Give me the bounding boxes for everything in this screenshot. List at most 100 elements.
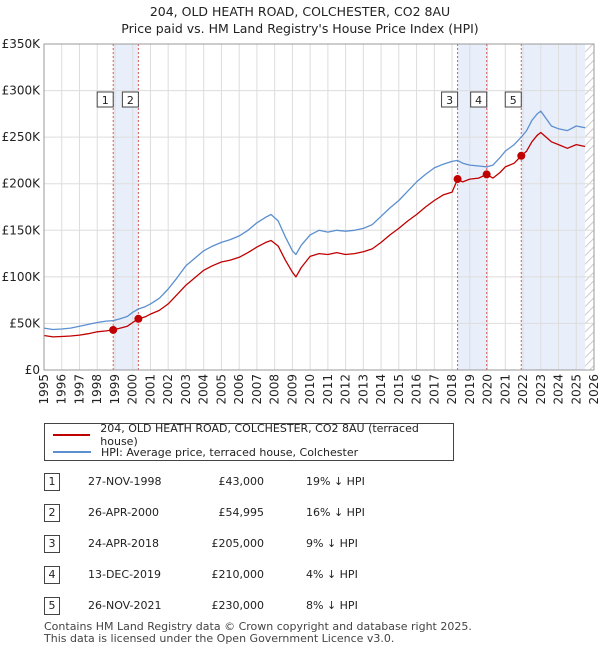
legend-swatch-hpi (53, 451, 91, 453)
shaded-period (521, 44, 586, 370)
sale-hpi-diff: 4% ↓ HPI (306, 568, 358, 581)
x-tick-label: 2008 (268, 374, 282, 405)
sale-point (453, 175, 462, 184)
sale-marker-number: 2 (127, 94, 134, 107)
x-tick-label: 2009 (285, 374, 299, 405)
x-tick-label: 2012 (339, 374, 353, 405)
sale-row: 4 13-DEC-2019 £210,000 4% ↓ HPI (44, 566, 444, 586)
plot-frame (43, 43, 595, 371)
sale-marker-number: 4 (475, 94, 482, 107)
y-tick-label: £350K (2, 37, 42, 51)
sale-row: 5 26-NOV-2021 £230,000 8% ↓ HPI (44, 597, 444, 617)
x-tick-label: 2024 (552, 374, 566, 405)
sale-marker-box (121, 91, 139, 108)
sale-marker-number: 1 (102, 94, 109, 107)
sale-marker-box (504, 91, 522, 108)
sale-marker-number: 3 (446, 94, 453, 107)
legend-label-hpi: HPI: Average price, terraced house, Colc… (101, 445, 359, 459)
sale-marker-label: 3 (441, 91, 459, 108)
x-tick-label: 2021 (498, 374, 512, 405)
sale-hpi-diff: 19% ↓ HPI (306, 475, 365, 488)
sale-marker-box (470, 91, 488, 108)
x-tick-label: 2013 (356, 374, 370, 405)
y-tick-label: £150K (2, 223, 42, 237)
sale-point (482, 170, 491, 179)
x-tick-label: 2000 (126, 374, 140, 405)
x-tick-label: 2019 (463, 374, 477, 405)
sale-marker-label: 1 (96, 91, 114, 108)
sale-row: 2 26-APR-2000 £54,995 16% ↓ HPI (44, 504, 444, 524)
sale-price: £210,000 (211, 568, 265, 581)
sale-price: £205,000 (211, 537, 265, 550)
y-tick-label: £200K (2, 177, 42, 191)
sale-point (134, 314, 143, 323)
sale-point (517, 151, 526, 160)
x-tick-label: 2018 (445, 374, 459, 405)
sale-hpi-diff: 9% ↓ HPI (306, 537, 358, 550)
sale-row: 3 24-APR-2018 £205,000 9% ↓ HPI (44, 535, 444, 555)
sale-price: £43,000 (218, 475, 265, 488)
legend-label-price-paid: 204, OLD HEATH ROAD, COLCHESTER, CO2 8AU… (100, 422, 419, 448)
chart-title: 204, OLD HEATH ROAD, COLCHESTER, CO2 8AU (149, 4, 451, 19)
sale-hpi-diff: 8% ↓ HPI (306, 599, 358, 612)
sale-number-badge: 1 (44, 473, 60, 491)
x-tick-label: 2005 (214, 374, 228, 405)
x-tick-label: 2003 (179, 374, 193, 405)
sale-date: 27-NOV-1998 (88, 475, 162, 488)
sale-number-badge: 5 (44, 597, 60, 615)
x-tick-label: 2007 (250, 374, 264, 405)
sale-date: 13-DEC-2019 (88, 568, 162, 581)
sale-date: 26-NOV-2021 (88, 599, 162, 612)
legend-swatch-price-paid (53, 434, 91, 436)
y-tick-label: £250K (2, 130, 42, 144)
x-tick-label: 2010 (303, 374, 317, 405)
x-tick-label: 2016 (410, 374, 424, 405)
legend-item-price-paid: 204, OLD HEATH ROAD, COLCHESTER, CO2 8AU… (53, 422, 453, 448)
x-tick-label: 2001 (143, 374, 157, 405)
x-tick-label: 2011 (321, 374, 335, 405)
y-tick-label: £50K (9, 316, 41, 330)
price-chart: 1 2 3 4 5 £0 £50K £100K £150K £200K £250K £300K £35… (2, 37, 600, 405)
x-tick-label: 2025 (569, 374, 583, 405)
x-tick-label: 2004 (197, 374, 211, 405)
x-tick-label: 2006 (232, 374, 246, 405)
series-line-hpi (43, 110, 586, 331)
sale-marker-label: 5 (504, 91, 522, 108)
sale-point (109, 325, 118, 334)
sale-number-badge: 4 (44, 566, 60, 584)
x-tick-label: 1998 (90, 374, 104, 405)
x-tick-label: 2015 (392, 374, 406, 405)
legend: 204, OLD HEATH ROAD, COLCHESTER, CO2 8AU… (44, 422, 454, 461)
sale-hpi-diff: 16% ↓ HPI (306, 506, 365, 519)
x-tick-label: 1997 (72, 374, 86, 405)
x-tick-label: 2020 (481, 374, 495, 405)
x-tick-label: 1996 (55, 374, 69, 405)
chart-subtitle: Price paid vs. HM Land Registry's House … (121, 21, 479, 36)
y-tick-label: £0 (25, 363, 40, 377)
x-tick-label: 2014 (374, 374, 388, 405)
x-tick-label: 2023 (534, 374, 548, 405)
sale-marker-box (96, 91, 114, 108)
footer-license: This data is licensed under the Open Gov… (44, 632, 395, 645)
footer: Contains HM Land Registry data © Crown c… (44, 621, 472, 645)
sale-marker-label: 4 (470, 91, 488, 108)
footer-copyright: Contains HM Land Registry data © Crown c… (44, 620, 472, 633)
forecast-hatch (585, 44, 594, 370)
sale-date: 24-APR-2018 (88, 537, 160, 550)
sale-date: 26-APR-2000 (88, 506, 160, 519)
sale-price: £54,995 (218, 506, 265, 519)
chart-title-block: 204, OLD HEATH ROAD, COLCHESTER, CO2 8AU… (0, 3, 600, 37)
sale-marker-number: 5 (510, 94, 517, 107)
sale-row: 1 27-NOV-1998 £43,000 19% ↓ HPI (44, 473, 444, 493)
x-tick-label: 1999 (108, 374, 122, 405)
legend-item-hpi: HPI: Average price, terraced house, Colc… (53, 444, 358, 460)
x-tick-label: 1995 (37, 374, 51, 405)
y-tick-label: £300K (2, 84, 42, 98)
x-tick-label: 2026 (587, 374, 600, 405)
sale-marker-box (441, 91, 459, 108)
x-tick-label: 2002 (161, 374, 175, 405)
sale-marker-label: 2 (121, 91, 139, 108)
x-tick-label: 2022 (516, 374, 530, 405)
x-tick-label: 2017 (427, 374, 441, 405)
sale-price: £230,000 (211, 599, 265, 612)
